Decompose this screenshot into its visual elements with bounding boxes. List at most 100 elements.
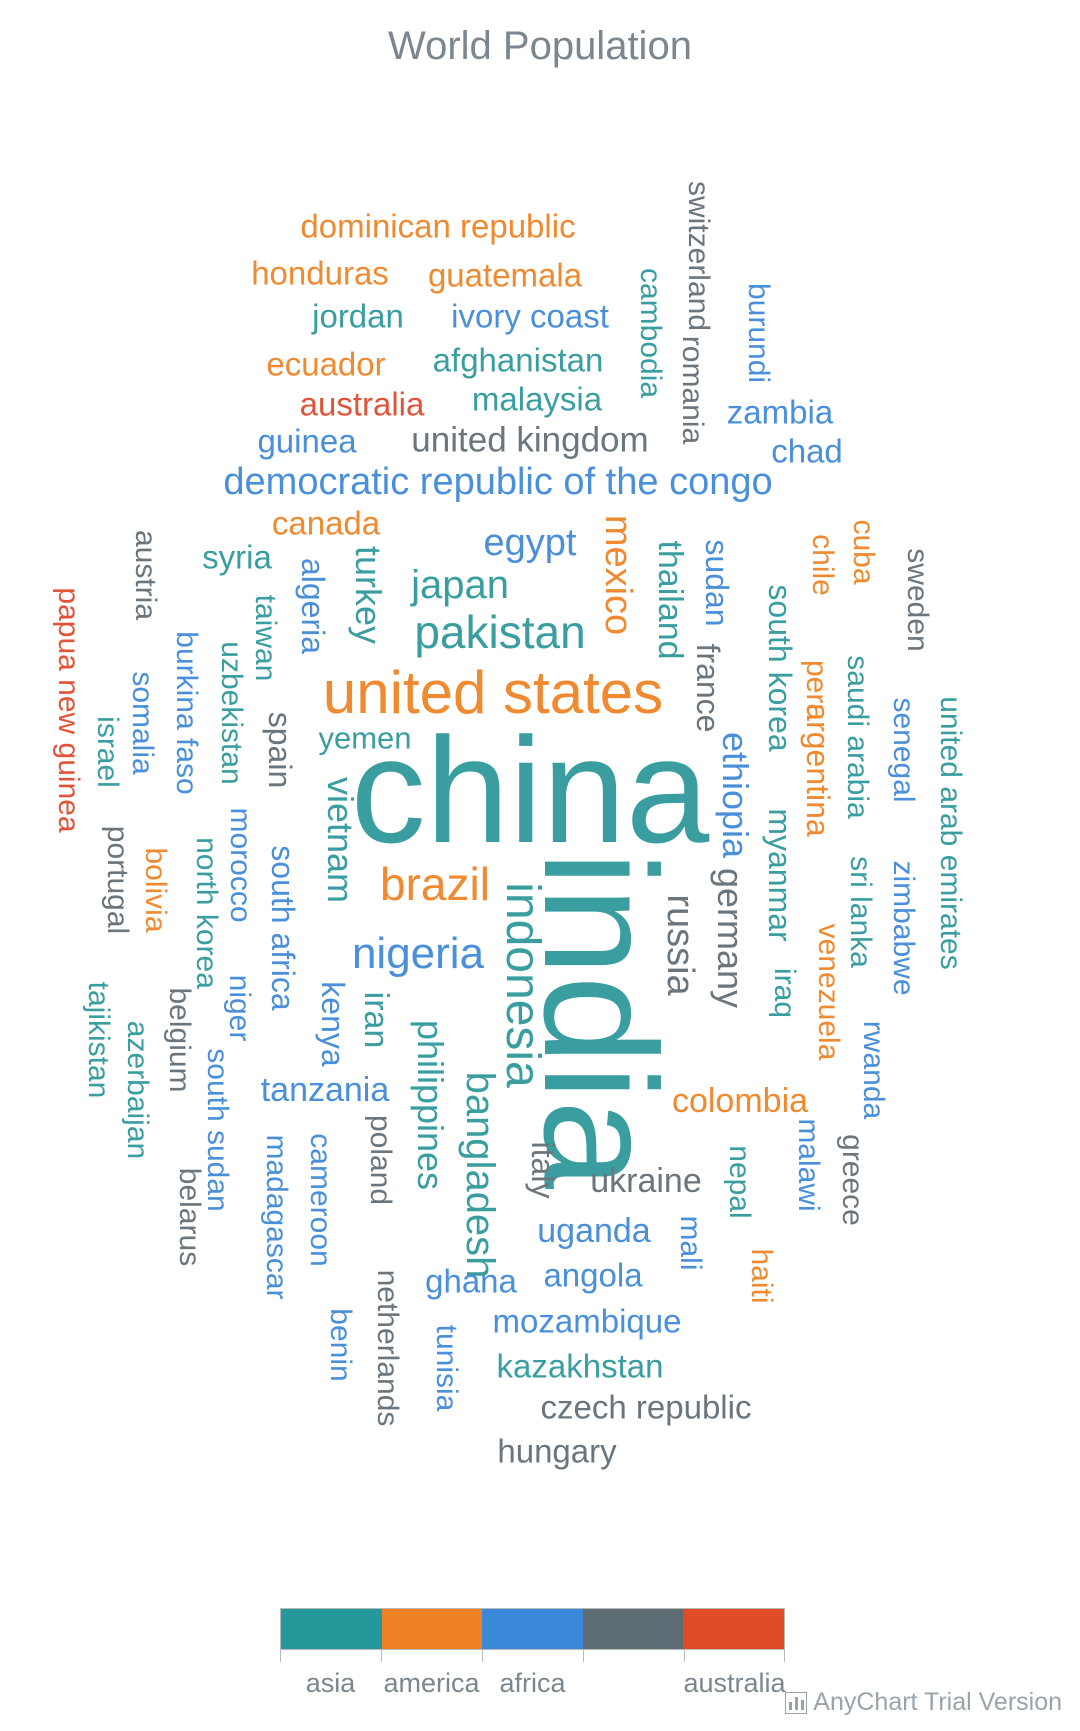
word-indonesia[interactable]: indonesia xyxy=(496,882,549,1088)
word-guinea[interactable]: guinea xyxy=(257,422,357,460)
word-ethiopia[interactable]: ethiopia xyxy=(715,731,756,859)
word-rwanda[interactable]: rwanda xyxy=(857,1020,890,1120)
word-azerbaijan[interactable]: azerbaijan xyxy=(121,1020,154,1160)
word-algeria[interactable]: algeria xyxy=(295,557,331,655)
word-tunisia[interactable]: tunisia xyxy=(430,1324,463,1412)
word-nepal[interactable]: nepal xyxy=(723,1145,756,1219)
word-belgium[interactable]: belgium xyxy=(163,987,196,1093)
word-czech-republic[interactable]: czech republic xyxy=(540,1388,752,1426)
word-somalia[interactable]: somalia xyxy=(126,671,159,775)
word-south-africa[interactable]: south africa xyxy=(265,845,301,1011)
word-sudan[interactable]: sudan xyxy=(699,539,735,627)
word-ukraine[interactable]: ukraine xyxy=(590,1162,702,1200)
word-israel[interactable]: israel xyxy=(91,716,124,788)
credits[interactable]: AnyChart Trial Version xyxy=(785,1688,1062,1717)
word-belarus[interactable]: belarus xyxy=(173,1167,206,1267)
word-south-sudan[interactable]: south sudan xyxy=(201,1048,234,1212)
word-ecuador[interactable]: ecuador xyxy=(266,345,386,383)
word-spain[interactable]: spain xyxy=(262,711,298,789)
word-angola[interactable]: angola xyxy=(543,1256,643,1294)
word-mozambique[interactable]: mozambique xyxy=(492,1302,682,1340)
word-nigeria[interactable]: nigeria xyxy=(351,929,485,978)
word-netherlands[interactable]: netherlands xyxy=(371,1269,404,1427)
word-tanzania[interactable]: tanzania xyxy=(260,1071,390,1109)
word-north-korea[interactable]: north korea xyxy=(190,837,223,989)
word-dominican-republic[interactable]: dominican republic xyxy=(300,207,576,245)
word-tajikistan[interactable]: tajikistan xyxy=(82,981,115,1099)
word-benin[interactable]: benin xyxy=(324,1308,357,1382)
word-syria[interactable]: syria xyxy=(202,538,272,576)
word-kazakhstan[interactable]: kazakhstan xyxy=(496,1347,664,1385)
word-switzerland[interactable]: switzerland xyxy=(682,180,715,332)
word-thailand[interactable]: thailand xyxy=(651,540,689,660)
word-yemen[interactable]: yemen xyxy=(318,720,412,756)
word-poland[interactable]: poland xyxy=(364,1114,397,1206)
word-cambodia[interactable]: cambodia xyxy=(634,267,667,399)
word-guatemala[interactable]: guatemala xyxy=(427,256,583,294)
word-niger[interactable]: niger xyxy=(223,974,256,1042)
word-canada[interactable]: canada xyxy=(271,504,381,542)
word-united-arab-emirates[interactable]: united arab emirates xyxy=(934,696,967,970)
word-taiwan[interactable]: taiwan xyxy=(249,594,282,682)
word-burkina-faso[interactable]: burkina faso xyxy=(170,631,203,795)
word-jordan[interactable]: jordan xyxy=(312,297,404,335)
word-ivory-coast[interactable]: ivory coast xyxy=(451,297,609,335)
word-russia[interactable]: russia xyxy=(659,894,701,996)
word-uzbekistan[interactable]: uzbekistan xyxy=(215,641,248,785)
word-zambia[interactable]: zambia xyxy=(726,393,834,431)
word-vietnam[interactable]: vietnam xyxy=(320,776,361,904)
word-chad[interactable]: chad xyxy=(771,432,843,470)
word-venezuela[interactable]: venezuela xyxy=(812,923,845,1061)
word-haiti[interactable]: haiti xyxy=(745,1248,778,1304)
word-greece[interactable]: greece xyxy=(836,1134,869,1226)
word-peru[interactable]: peru xyxy=(800,659,833,721)
word-cameroon[interactable]: cameroon xyxy=(304,1133,337,1267)
word-united-states[interactable]: united states xyxy=(322,659,664,726)
word-south-korea[interactable]: south korea xyxy=(762,584,798,752)
word-romania[interactable]: romania xyxy=(676,335,709,445)
word-colombia[interactable]: colombia xyxy=(671,1082,809,1120)
word-madagascar[interactable]: madagascar xyxy=(260,1134,293,1300)
word-philippines[interactable]: philippines xyxy=(410,1019,451,1191)
word-kenya[interactable]: kenya xyxy=(315,981,351,1067)
word-bolivia[interactable]: bolivia xyxy=(139,847,172,933)
word-cuba[interactable]: cuba xyxy=(847,519,880,585)
word-democratic-republic-of-the-congo[interactable]: democratic republic of the congo xyxy=(223,461,773,503)
word-honduras[interactable]: honduras xyxy=(251,254,389,292)
word-uganda[interactable]: uganda xyxy=(537,1212,651,1250)
word-austria[interactable]: austria xyxy=(129,529,162,621)
word-papua-new-guinea[interactable]: papua new guinea xyxy=(52,587,85,833)
word-mexico[interactable]: mexico xyxy=(597,514,639,636)
word-united-kingdom[interactable]: united kingdom xyxy=(411,420,649,460)
word-italy[interactable]: italy xyxy=(525,1141,561,1199)
word-malaysia[interactable]: malaysia xyxy=(471,380,603,418)
word-sri-lanka[interactable]: sri lanka xyxy=(844,856,877,968)
word-afghanistan[interactable]: afghanistan xyxy=(432,341,604,379)
word-burundi[interactable]: burundi xyxy=(742,282,775,384)
word-brazil[interactable]: brazil xyxy=(380,858,490,910)
word-japan[interactable]: japan xyxy=(411,563,509,607)
word-myanmar[interactable]: myanmar xyxy=(762,808,798,942)
word-pakistan[interactable]: pakistan xyxy=(414,606,586,658)
word-iraq[interactable]: iraq xyxy=(768,967,801,1019)
word-australia[interactable]: australia xyxy=(299,385,425,423)
word-portugal[interactable]: portugal xyxy=(101,825,134,935)
word-germany[interactable]: germany xyxy=(710,867,751,1009)
word-iran[interactable]: iran xyxy=(357,991,395,1049)
word-chile[interactable]: chile xyxy=(806,534,839,596)
word-bangladesh[interactable]: bangladesh xyxy=(458,1071,502,1279)
word-saudi-arabia[interactable]: saudi arabia xyxy=(841,655,874,819)
word-turkey[interactable]: turkey xyxy=(348,545,389,645)
word-malawi[interactable]: malawi xyxy=(792,1118,825,1212)
word-mali[interactable]: mali xyxy=(674,1215,707,1271)
word-zimbabwe[interactable]: zimbabwe xyxy=(887,860,920,996)
word-france[interactable]: france xyxy=(690,643,726,733)
word-morocco[interactable]: morocco xyxy=(224,807,257,923)
word-senegal[interactable]: senegal xyxy=(887,697,920,803)
word-china[interactable]: china xyxy=(350,706,710,874)
word-sweden[interactable]: sweden xyxy=(901,548,934,652)
word-hungary[interactable]: hungary xyxy=(497,1432,617,1470)
word-egypt[interactable]: egypt xyxy=(483,522,577,564)
word-ghana[interactable]: ghana xyxy=(425,1262,517,1300)
word-argentina[interactable]: argentina xyxy=(800,703,836,837)
